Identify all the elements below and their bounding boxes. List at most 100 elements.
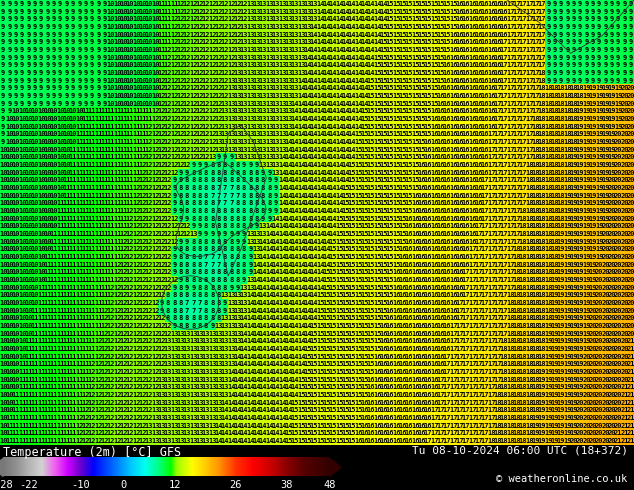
Text: 18: 18 <box>525 208 534 214</box>
Text: 15: 15 <box>366 339 375 344</box>
Text: 14: 14 <box>341 62 350 68</box>
Text: 12: 12 <box>126 270 134 275</box>
Text: 17: 17 <box>493 185 502 191</box>
Text: 9: 9 <box>585 31 588 38</box>
Text: 19: 19 <box>576 316 585 321</box>
Text: 14: 14 <box>233 361 242 368</box>
Text: 14: 14 <box>322 193 331 198</box>
Text: 19: 19 <box>563 216 572 221</box>
Text: 16: 16 <box>430 239 439 245</box>
Text: 17: 17 <box>531 108 540 114</box>
Text: 15: 15 <box>341 392 350 398</box>
Text: 11: 11 <box>94 239 103 245</box>
Text: 15: 15 <box>354 308 363 314</box>
Text: 11: 11 <box>94 223 103 229</box>
Text: 11: 11 <box>157 24 166 30</box>
Text: 10: 10 <box>138 8 147 15</box>
Text: 9: 9 <box>90 100 94 106</box>
Text: 19: 19 <box>557 354 566 360</box>
Text: 13: 13 <box>176 354 185 360</box>
Text: 14: 14 <box>303 208 312 214</box>
Text: 15: 15 <box>366 131 375 137</box>
Text: 12: 12 <box>132 423 141 429</box>
Text: 14: 14 <box>271 285 280 291</box>
Text: 16: 16 <box>398 246 407 252</box>
Text: 8: 8 <box>191 262 195 268</box>
Text: 9: 9 <box>185 239 189 245</box>
Text: 20: 20 <box>601 415 610 421</box>
Text: 15: 15 <box>404 147 413 152</box>
Text: 9: 9 <box>96 100 100 106</box>
Text: 9: 9 <box>610 8 614 15</box>
Text: 12: 12 <box>119 262 128 268</box>
Text: 18: 18 <box>512 392 521 398</box>
Text: 14: 14 <box>335 47 344 53</box>
Text: 11: 11 <box>75 339 84 344</box>
Text: 18: 18 <box>500 407 508 414</box>
Text: 11: 11 <box>81 270 90 275</box>
Text: 14: 14 <box>278 170 287 175</box>
Text: 9: 9 <box>160 308 164 314</box>
Text: 12: 12 <box>189 70 198 76</box>
Text: 14: 14 <box>309 285 318 291</box>
Text: 12: 12 <box>151 200 160 206</box>
Text: 14: 14 <box>284 384 293 391</box>
Text: 14: 14 <box>322 62 331 68</box>
Text: 11: 11 <box>75 361 84 368</box>
Text: 10: 10 <box>5 400 14 406</box>
Text: 16: 16 <box>455 31 464 38</box>
Text: 13: 13 <box>195 392 204 398</box>
Text: 12: 12 <box>183 39 191 45</box>
Text: 15: 15 <box>341 430 350 437</box>
Text: 12: 12 <box>145 331 153 337</box>
Text: 18: 18 <box>550 108 559 114</box>
Text: 13: 13 <box>170 392 179 398</box>
Text: 15: 15 <box>373 116 382 122</box>
Text: 14: 14 <box>335 154 344 160</box>
Text: 16: 16 <box>424 384 432 391</box>
Text: 20: 20 <box>620 354 629 360</box>
Text: 13: 13 <box>265 123 274 129</box>
Text: 11: 11 <box>138 108 147 114</box>
Text: 18: 18 <box>525 331 534 337</box>
Text: 12: 12 <box>176 24 185 30</box>
Text: 12: 12 <box>233 16 242 22</box>
Text: 14: 14 <box>290 308 299 314</box>
Text: 16: 16 <box>411 316 420 321</box>
Text: 18: 18 <box>538 185 547 191</box>
Text: 16: 16 <box>443 246 451 252</box>
Text: 12: 12 <box>132 369 141 375</box>
Text: 17: 17 <box>531 100 540 106</box>
Text: 10: 10 <box>5 131 14 137</box>
Text: 10: 10 <box>0 147 8 152</box>
Text: 18: 18 <box>538 177 547 183</box>
Text: 19: 19 <box>588 193 597 198</box>
Text: 14: 14 <box>297 85 306 91</box>
Text: 20: 20 <box>614 170 623 175</box>
Text: 17: 17 <box>538 8 547 15</box>
Text: 17: 17 <box>487 293 496 298</box>
Text: 17: 17 <box>512 200 521 206</box>
Text: 11: 11 <box>43 331 52 337</box>
Text: 19: 19 <box>557 423 566 429</box>
Text: 11: 11 <box>62 185 71 191</box>
Text: 13: 13 <box>259 39 268 45</box>
Text: 9: 9 <box>249 223 252 229</box>
Text: 9: 9 <box>623 54 626 61</box>
Text: 12: 12 <box>126 300 134 306</box>
Text: 15: 15 <box>430 39 439 45</box>
Text: 16: 16 <box>430 384 439 391</box>
Text: 17: 17 <box>531 54 540 61</box>
Text: 13: 13 <box>233 108 242 114</box>
Text: 15: 15 <box>322 369 331 375</box>
Text: 17: 17 <box>481 277 489 283</box>
Text: 9: 9 <box>46 24 49 30</box>
Text: 16: 16 <box>404 346 413 352</box>
Text: 14: 14 <box>309 93 318 99</box>
Text: 14: 14 <box>227 384 236 391</box>
Text: 10: 10 <box>145 85 153 91</box>
Text: 12: 12 <box>164 223 172 229</box>
Text: 13: 13 <box>170 331 179 337</box>
Text: 15: 15 <box>373 308 382 314</box>
Text: 8: 8 <box>185 254 189 260</box>
